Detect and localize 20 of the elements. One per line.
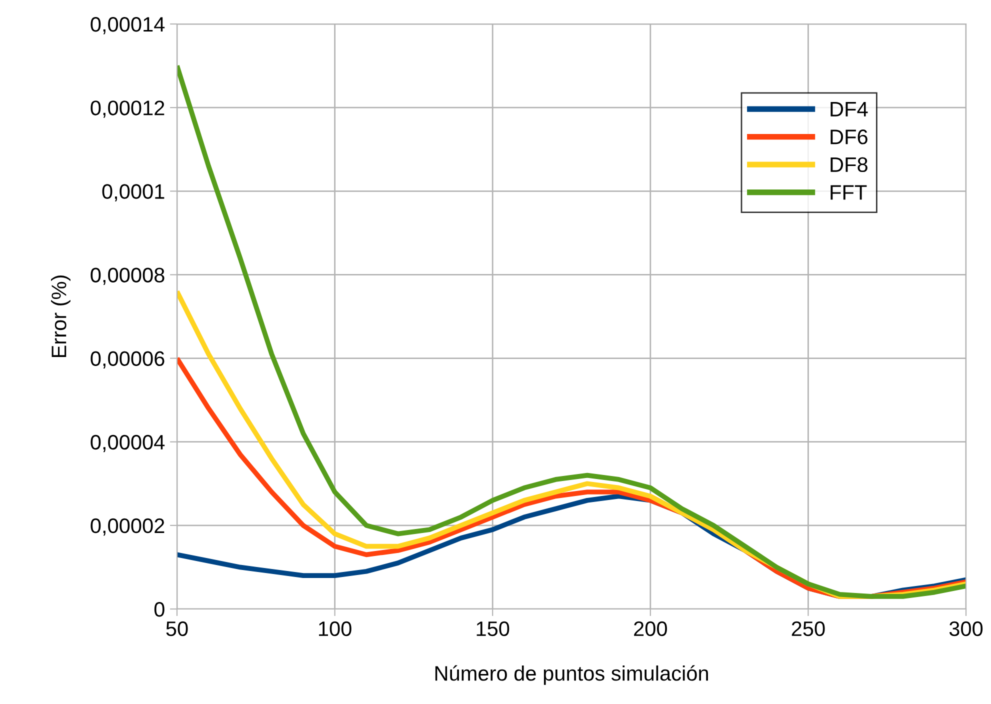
y-tick-label: 0,0001	[102, 184, 164, 202]
y-tick-label: 0,00006	[90, 351, 164, 368]
y-tick-label: 0,00012	[90, 100, 164, 118]
y-tick-label: 0,00002	[90, 518, 164, 536]
legend-label: FFT	[830, 185, 867, 200]
y-tick-label: 0,00014	[90, 17, 165, 34]
legend-label: DF8	[830, 157, 868, 172]
x-axis-title: Número de puntos simulación	[435, 665, 708, 685]
y-tick-label: 0,00004	[90, 434, 165, 452]
x-tick-label: 50	[166, 621, 188, 636]
x-tick-label: 100	[319, 621, 352, 636]
x-tick-label: 250	[792, 621, 825, 636]
legend-label: DF6	[830, 130, 868, 144]
x-tick-label: 300	[949, 621, 983, 636]
legend-label: DF4	[830, 102, 868, 116]
y-tick-label: 0	[154, 602, 164, 617]
y-tick-label: 0,00008	[90, 268, 164, 285]
y-axis-title: Error (%)	[51, 276, 70, 358]
x-tick-label: 200	[634, 621, 667, 636]
x-tick-label: 150	[476, 621, 510, 636]
